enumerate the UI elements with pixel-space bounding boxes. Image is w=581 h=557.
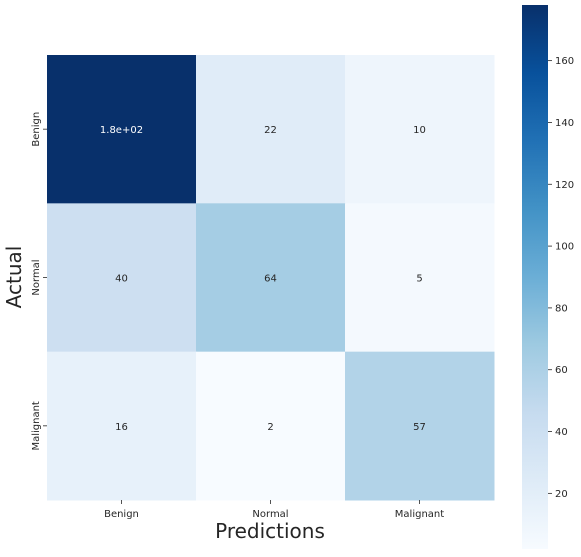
heatmap-cell-label: 64: [264, 274, 277, 285]
heatmap-cell-label: 22: [264, 125, 277, 136]
y-tick-label: Normal: [31, 259, 42, 295]
x-axis-ticks: Benign Normal Malignant: [104, 500, 444, 520]
heatmap-cell-label: 10: [413, 125, 426, 136]
colorbar: [522, 5, 548, 549]
heatmap-cell-labels: 1.8e+02 22 10 40 64 5 16 2 57: [100, 125, 426, 433]
heatmap-cell: [345, 351, 495, 501]
x-tick-label: Normal: [252, 509, 288, 520]
colorbar-tick-label: 120: [555, 180, 574, 191]
colorbar-ticks: 20 40 60 80 100 120 140 160: [548, 56, 574, 500]
x-tick-label: Malignant: [395, 509, 444, 520]
y-tick-label: Benign: [31, 112, 42, 147]
y-axis-ticks: Benign Normal Malignant: [31, 112, 47, 451]
heatmap-cell: [196, 203, 346, 353]
x-tick-label: Benign: [104, 509, 139, 520]
colorbar-tick-label: 80: [555, 303, 568, 314]
colorbar-tick-label: 140: [555, 118, 574, 129]
colorbar-tick-label: 160: [555, 56, 574, 67]
heatmap-cell: [345, 203, 495, 353]
colorbar-tick-label: 20: [555, 489, 568, 500]
colorbar-tick-label: 40: [555, 427, 568, 438]
colorbar-tick-label: 60: [555, 365, 568, 376]
heatmap-cell-label: 16: [115, 422, 128, 433]
colorbar-tick-label: 100: [555, 242, 574, 253]
heatmap-cell: [196, 55, 346, 204]
heatmap-cell: [345, 55, 495, 204]
y-axis-title: Actual: [2, 246, 26, 309]
heatmap-cell: [47, 55, 197, 204]
heatmap-cell-label: 1.8e+02: [100, 125, 143, 136]
heatmap-cell-label: 2: [267, 422, 273, 433]
heatmap-cell-label: 5: [416, 274, 422, 285]
heatmap-cell: [47, 203, 197, 353]
x-axis-title: Predictions: [215, 519, 325, 543]
heatmap-cells: [47, 55, 495, 501]
heatmap-cell: [47, 351, 197, 501]
heatmap-cell-label: 40: [115, 274, 128, 285]
y-tick-label: Malignant: [31, 401, 42, 450]
heatmap-cell: [196, 351, 346, 501]
heatmap-cell-label: 57: [413, 422, 426, 433]
